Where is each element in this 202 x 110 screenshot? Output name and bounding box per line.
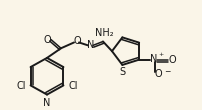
Text: N: N <box>43 98 51 108</box>
Text: O: O <box>168 55 176 65</box>
Text: O: O <box>73 37 81 47</box>
Text: Cl: Cl <box>16 81 25 91</box>
Text: N: N <box>87 40 95 50</box>
Text: +: + <box>158 52 163 57</box>
Text: −: − <box>164 67 170 76</box>
Text: Cl: Cl <box>68 81 78 91</box>
Text: O: O <box>43 35 51 45</box>
Text: O: O <box>154 69 162 79</box>
Text: NH₂: NH₂ <box>95 28 113 38</box>
Text: S: S <box>119 67 125 77</box>
Text: N: N <box>150 54 158 64</box>
